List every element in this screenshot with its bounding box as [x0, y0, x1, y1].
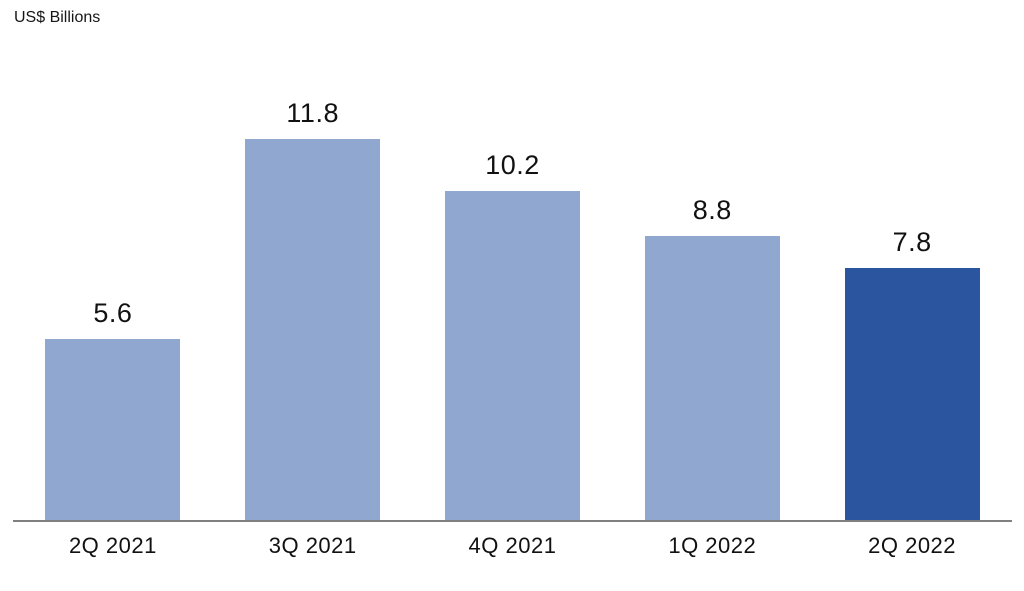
bar-value-label-4q-2021: 10.2	[485, 150, 540, 180]
bar-column-2q-2022: 7.8	[812, 0, 1012, 520]
x-axis-line	[13, 520, 1012, 522]
bar-value-label-1q-2022: 8.8	[692, 195, 732, 225]
bar-1q-2022	[644, 236, 780, 520]
x-axis-tick-label-2q-2022: 2Q 2022	[868, 533, 957, 558]
bar-value-label-3q-2021: 11.8	[286, 98, 339, 128]
x-axis-tick-label-3q-2021: 3Q 2021	[268, 533, 357, 558]
bar-4q-2021	[444, 191, 580, 520]
plot-area: 5.6 11.8 10.2 8.8 7.8 2Q 2021 3Q 2021 4Q 2021 1…	[13, 0, 1012, 591]
bar-3q-2021	[245, 139, 381, 520]
bar-column-1q-2022: 8.8	[612, 0, 812, 520]
x-axis-tick-labels: 2Q 2021 3Q 2021 4Q 2021 1Q 2022 2Q 2022	[13, 532, 1012, 560]
bar-value-label-2q-2022: 7.8	[892, 227, 932, 257]
x-axis-tick-label-2q-2021: 2Q 2021	[68, 533, 157, 558]
bar-column-4q-2021: 10.2	[413, 0, 613, 520]
bar-2q-2021	[45, 339, 181, 520]
bar-2q-2022	[844, 268, 980, 520]
bar-column-2q-2021: 5.6	[13, 0, 213, 520]
bar-value-label-2q-2021: 5.6	[93, 298, 133, 328]
x-axis-tick-label-4q-2021: 4Q 2021	[468, 533, 557, 558]
x-axis-tick-label-1q-2022: 1Q 2022	[668, 533, 757, 558]
bars-container: 5.6 11.8 10.2 8.8 7.8	[13, 0, 1012, 520]
chart-unit-label: US$ Billions	[14, 9, 101, 26]
bar-column-3q-2021: 11.8	[213, 0, 413, 520]
